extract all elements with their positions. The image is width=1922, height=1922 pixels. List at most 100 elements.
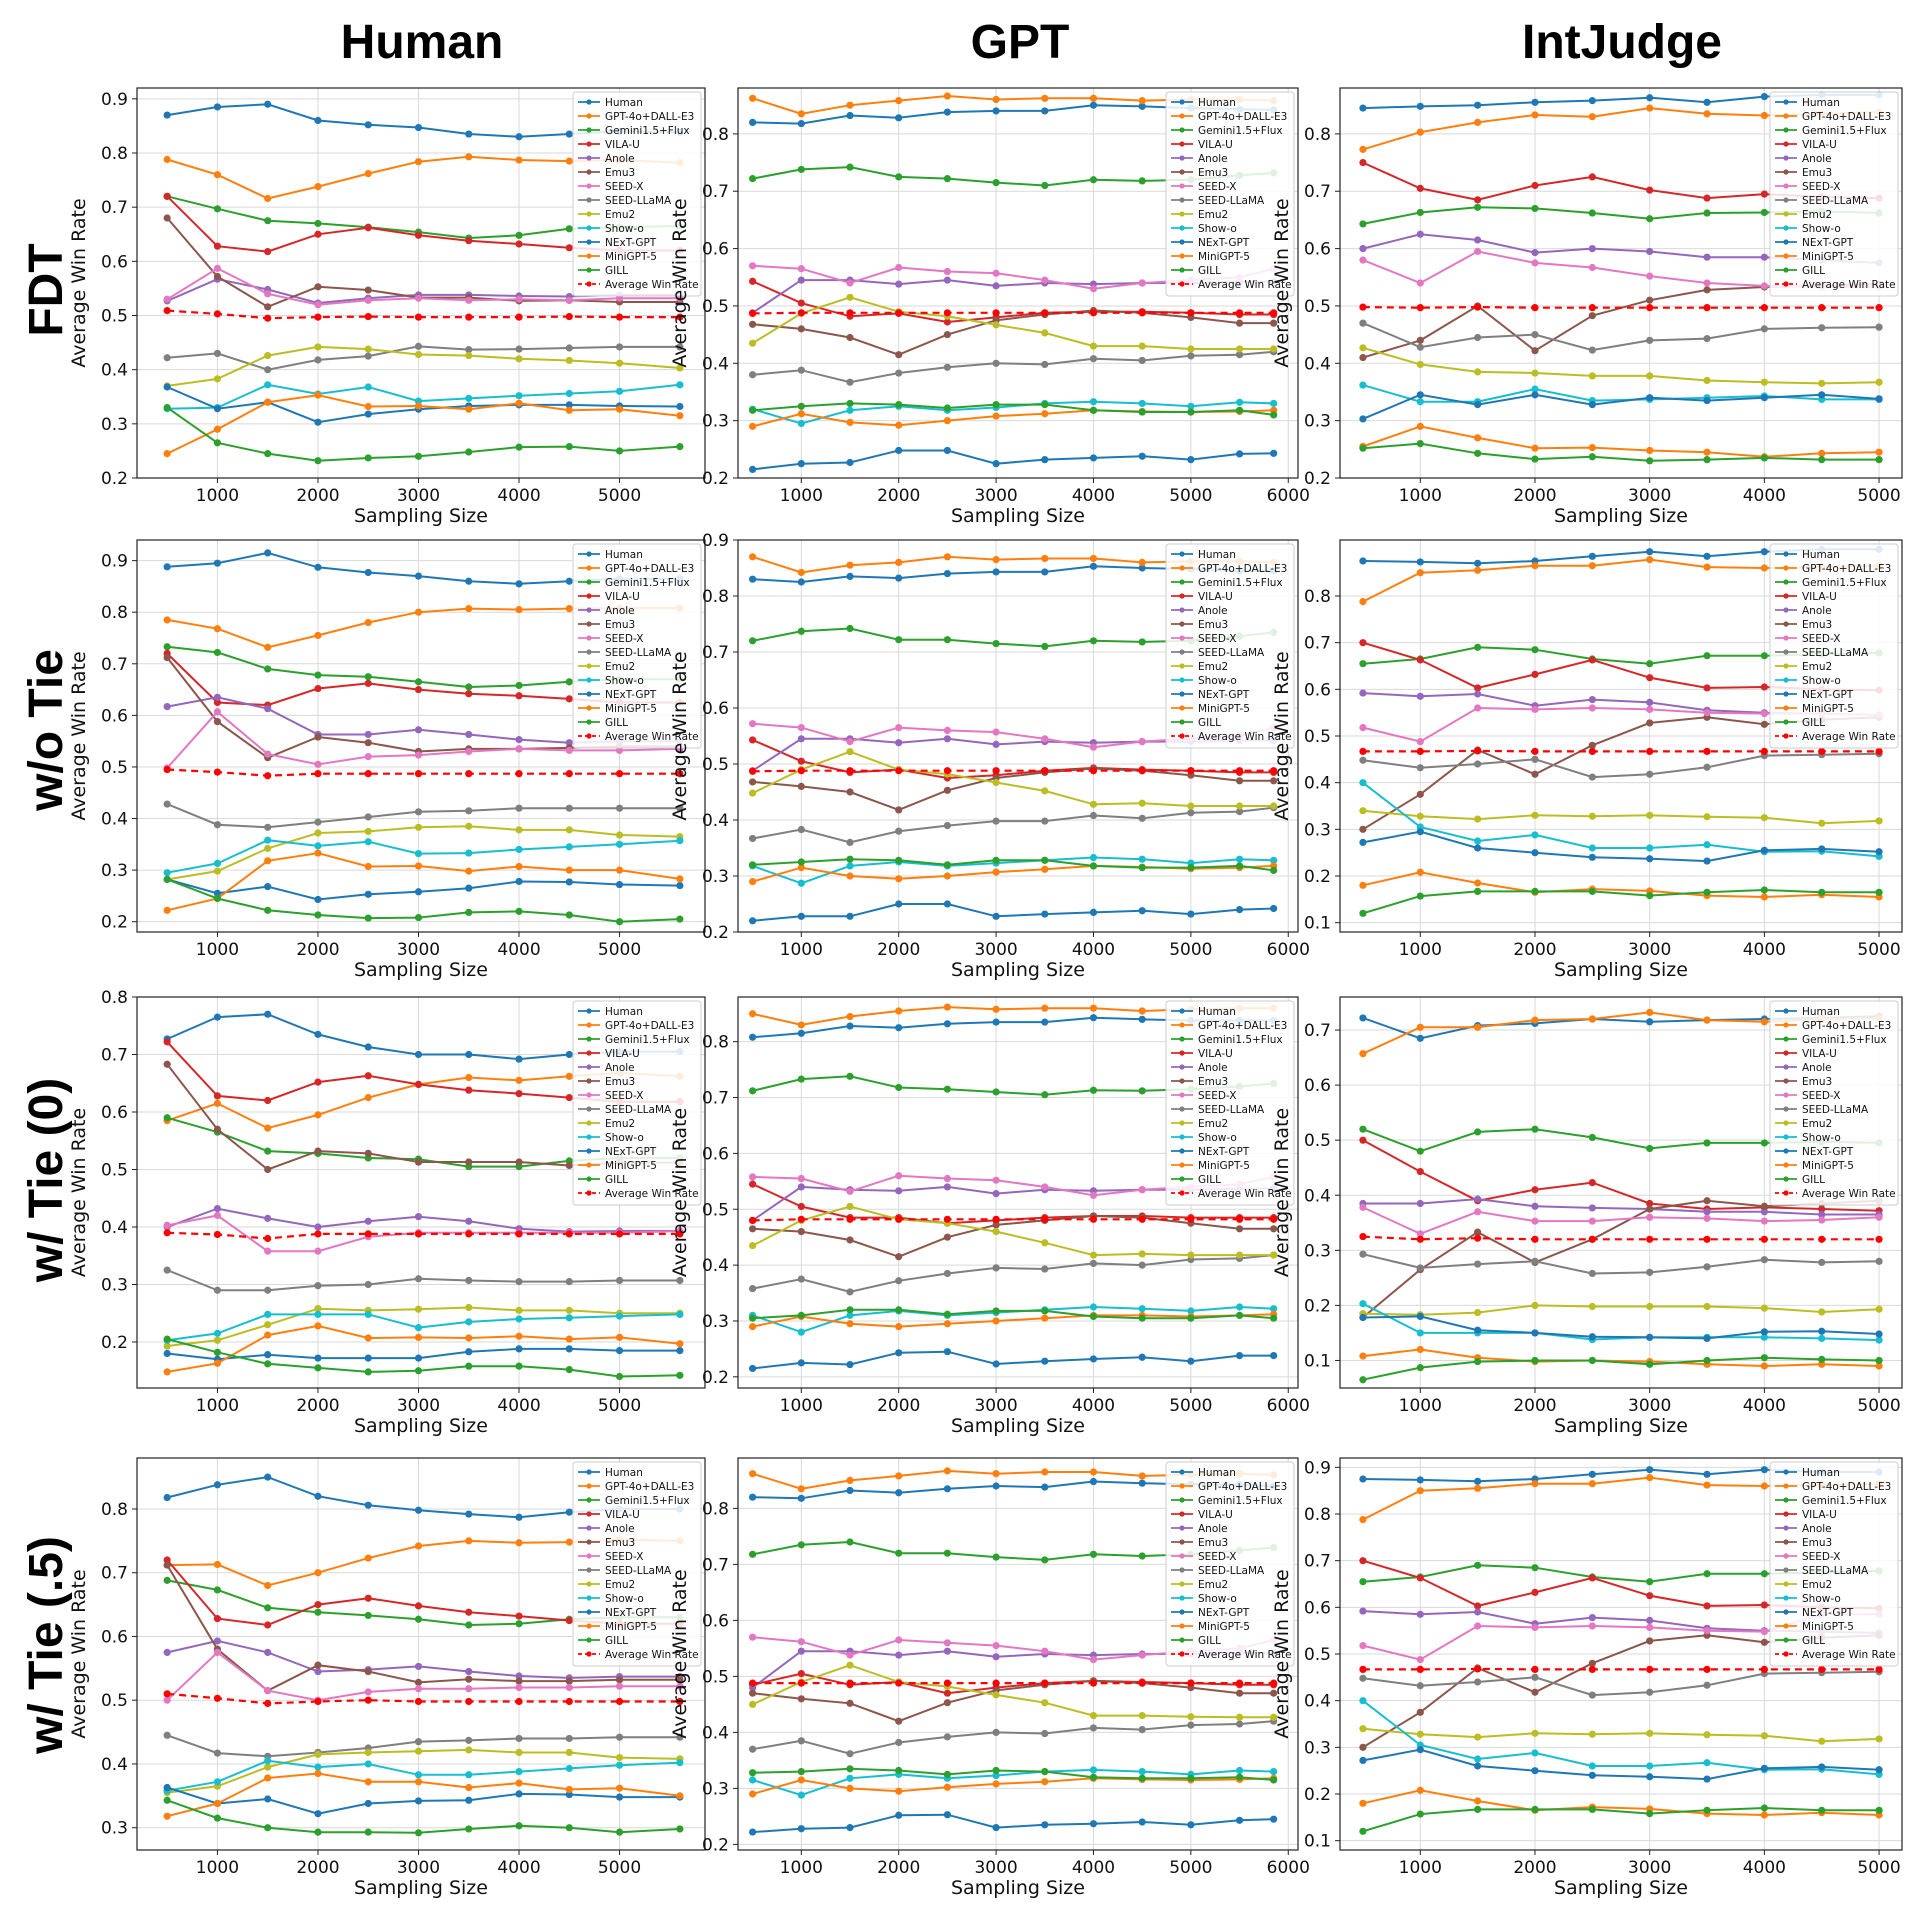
data-point [565,225,573,233]
data-point [314,182,322,191]
data-point [465,884,473,892]
y-tick-label: 0.3 [702,867,729,887]
data-point [1818,1216,1826,1224]
data-point [1760,378,1768,386]
chart-panel: 1000 2000 3000 4000 5000 60000.20.30.40.50.60… [669,996,1310,1437]
data-point [565,1072,573,1080]
data-point [1531,1356,1539,1365]
y-tick-label: 0.3 [101,415,128,435]
data-point [515,681,523,690]
data-point [1359,1203,1367,1211]
data-point [1270,802,1278,810]
data-point [1416,738,1424,746]
legend-entry: MiniGPT-5 [605,703,657,715]
data-point [364,1688,372,1696]
data-point [1270,411,1278,419]
data-point [1235,1251,1244,1259]
data-point [1187,910,1195,918]
y-tick-label: 0.5 [1304,1645,1331,1665]
data-point [213,559,222,567]
data-point [1588,1622,1596,1630]
data-point [1646,336,1654,344]
data-point [465,1621,473,1629]
data-point [797,366,805,374]
data-point [1041,1314,1049,1322]
data-point [414,1333,423,1341]
data-point [797,1825,805,1833]
data-point [1760,720,1768,728]
legend-entry: Emu2 [1198,1579,1228,1591]
legend-swatch-marker [1179,565,1185,571]
data-point [1474,815,1482,823]
data-point [1760,325,1768,333]
legend-swatch-marker [586,225,592,231]
data-point [1703,286,1711,294]
data-point [414,1678,423,1686]
data-point [1041,865,1049,873]
data-point [1875,888,1883,896]
x-tick-label: 2000 [877,486,920,506]
data-point [465,577,473,585]
data-point [1041,360,1049,369]
x-tick-label: 5000 [1857,486,1900,506]
data-point [364,753,372,761]
legend-swatch-marker [1179,733,1185,739]
data-point [314,343,322,351]
legend-entry: VILA-U [605,1048,640,1060]
data-point [565,1785,573,1794]
data-point [515,295,523,303]
data-point [1089,1550,1098,1558]
series-line [1362,1253,1880,1275]
y-tick-label: 0.6 [702,699,729,719]
data-point [163,1349,171,1358]
legend-swatch-marker [586,1581,592,1587]
chart-panel: 1000 2000 3000 4000 50000.10.20.30.40.50.60.… [1271,1457,1903,1899]
data-point [364,673,372,681]
data-point [565,1306,573,1314]
data-point [163,1368,171,1376]
legend-entry: Gemini1.5+Flux [1198,125,1283,137]
data-point [1703,1627,1711,1635]
data-point [1089,1259,1098,1268]
data-point [515,392,523,400]
data-point [364,1760,372,1768]
data-point [213,1359,222,1367]
data-point [676,837,684,845]
data-point [163,1335,171,1343]
y-tick-label: 0.2 [101,913,128,933]
legend-entry: Gemini1.5+Flux [605,577,690,589]
data-point [1703,1681,1711,1689]
data-point [1646,1729,1654,1737]
data-point [1474,844,1482,852]
legend-entry: Human [605,97,643,109]
data-point [1875,304,1883,312]
legend-entry: VILA-U [605,139,640,151]
data-point [565,1764,573,1773]
legend-entry: NExT-GPT [605,1146,657,1158]
legend-entry: NExT-GPT [605,689,657,701]
data-point [1531,111,1539,119]
data-point [1474,1762,1482,1770]
data-point [1646,215,1654,223]
data-point [1703,1665,1711,1673]
x-tick-label: 4000 [497,1396,540,1416]
data-point [797,1791,805,1799]
data-point [565,678,573,686]
series-line [752,864,1274,883]
y-tick-label: 0.2 [1304,1296,1331,1316]
legend-swatch-marker [1179,99,1185,105]
data-point [1703,304,1711,312]
legend-entry: Average Win Rate [605,731,699,743]
legend-entry: MiniGPT-5 [1198,1160,1250,1172]
legend-entry: VILA-U [1802,1509,1837,1521]
data-point [1416,102,1424,110]
series-line [166,1772,681,1818]
data-point [1474,1733,1482,1741]
data-point [1041,309,1049,317]
data-point [364,1501,372,1509]
legend-entry: SEED-X [605,1551,643,1563]
data-point [1474,1602,1482,1610]
data-point [1359,807,1367,815]
legend-swatch-marker [586,1176,592,1182]
data-point [797,1679,805,1687]
